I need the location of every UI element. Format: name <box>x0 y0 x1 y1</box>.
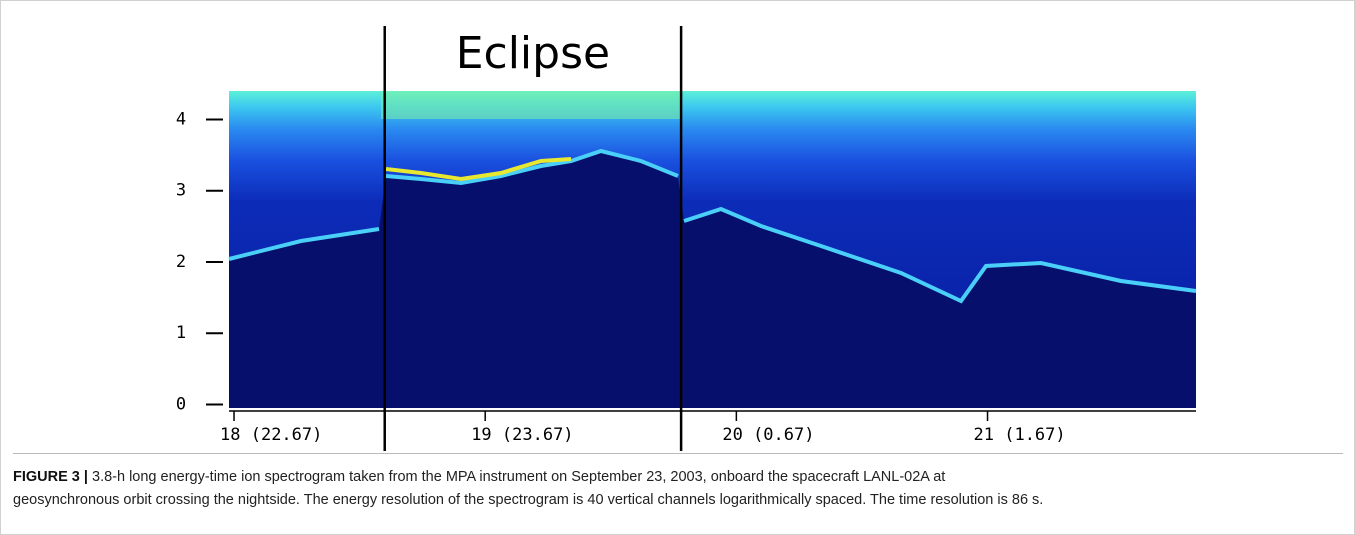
spectrogram-peak <box>385 157 572 182</box>
y-tick-label: 1 <box>176 323 186 343</box>
spectrogram-band <box>381 91 681 119</box>
x-tick-label: 19 (23.67) <box>471 425 573 445</box>
caption-line: geosynchronous orbit crossing the nights… <box>13 492 1044 508</box>
spectrogram-edge <box>228 148 1197 304</box>
caption-label: FIGURE 3 | <box>13 469 88 485</box>
spectrogram <box>228 91 1197 408</box>
eclipse-label: Eclipse <box>456 28 610 79</box>
caption: FIGURE 3 | 3.8-h long energy-time ion sp… <box>13 453 1343 512</box>
x-tick-label: 20 (0.67) <box>722 425 814 445</box>
x-tick-label: 18 (22.67) <box>220 425 322 445</box>
y-tick-label: 2 <box>176 252 186 272</box>
spectrogram-floor <box>229 151 1196 408</box>
chart: 0 1 2 3 4 18 (22.67) 19 (23.67) 20 (0.67) 21 (1.… <box>176 26 1197 451</box>
y-tick-label: 4 <box>176 109 186 129</box>
x-tick-label: 21 (1.67) <box>974 425 1066 445</box>
y-tick-label: 0 <box>176 394 186 414</box>
y-tick-label: 3 <box>176 181 186 201</box>
caption-line: 3.8-h long energy-time ion spectrogram t… <box>92 469 946 485</box>
